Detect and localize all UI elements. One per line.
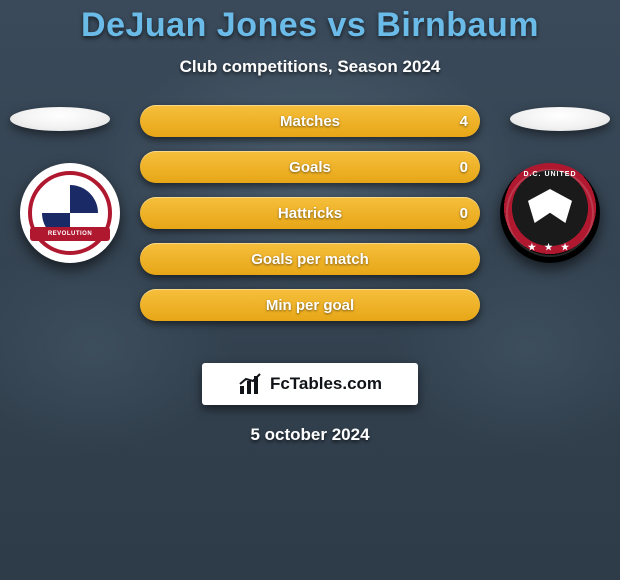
stat-right-value: 4 [460, 105, 468, 137]
branding-text: FcTables.com [270, 374, 382, 394]
page-subtitle: Club competitions, Season 2024 [0, 57, 620, 77]
crest-right-graphic: D.C. UNITED ★ ★ ★ [500, 163, 600, 263]
crest-right-text: D.C. UNITED [500, 171, 600, 178]
page-title: DeJuan Jones vs Birnbaum [0, 0, 620, 45]
stat-row-matches: Matches 4 [140, 105, 480, 137]
stat-row-mpg: Min per goal [140, 289, 480, 321]
team-crest-left: REVOLUTION [20, 163, 120, 263]
branding-badge: FcTables.com [202, 363, 418, 405]
player-head-right [510, 107, 610, 131]
crest-left-graphic: REVOLUTION [20, 163, 120, 263]
stat-right-value: 0 [460, 197, 468, 229]
player-head-left [10, 107, 110, 131]
crest-left-ribbon: REVOLUTION [30, 227, 110, 241]
stat-row-goals: Goals 0 [140, 151, 480, 183]
crest-right-stars: ★ ★ ★ [500, 242, 600, 253]
bar-chart-icon [238, 372, 262, 396]
stat-row-gpm: Goals per match [140, 243, 480, 275]
snapshot-date: 5 october 2024 [0, 425, 620, 445]
stat-label: Goals [289, 159, 331, 176]
stat-label: Matches [280, 113, 340, 130]
stat-right-value: 0 [460, 151, 468, 183]
stat-row-hattricks: Hattricks 0 [140, 197, 480, 229]
comparison-arena: REVOLUTION D.C. UNITED ★ ★ ★ Matches 4 G… [0, 105, 620, 345]
stat-label: Goals per match [251, 251, 369, 268]
team-crest-right: D.C. UNITED ★ ★ ★ [500, 163, 600, 263]
stat-label: Min per goal [266, 297, 354, 314]
stat-rows: Matches 4 Goals 0 Hattricks 0 Goals per … [140, 105, 480, 321]
stat-label: Hattricks [278, 205, 342, 222]
